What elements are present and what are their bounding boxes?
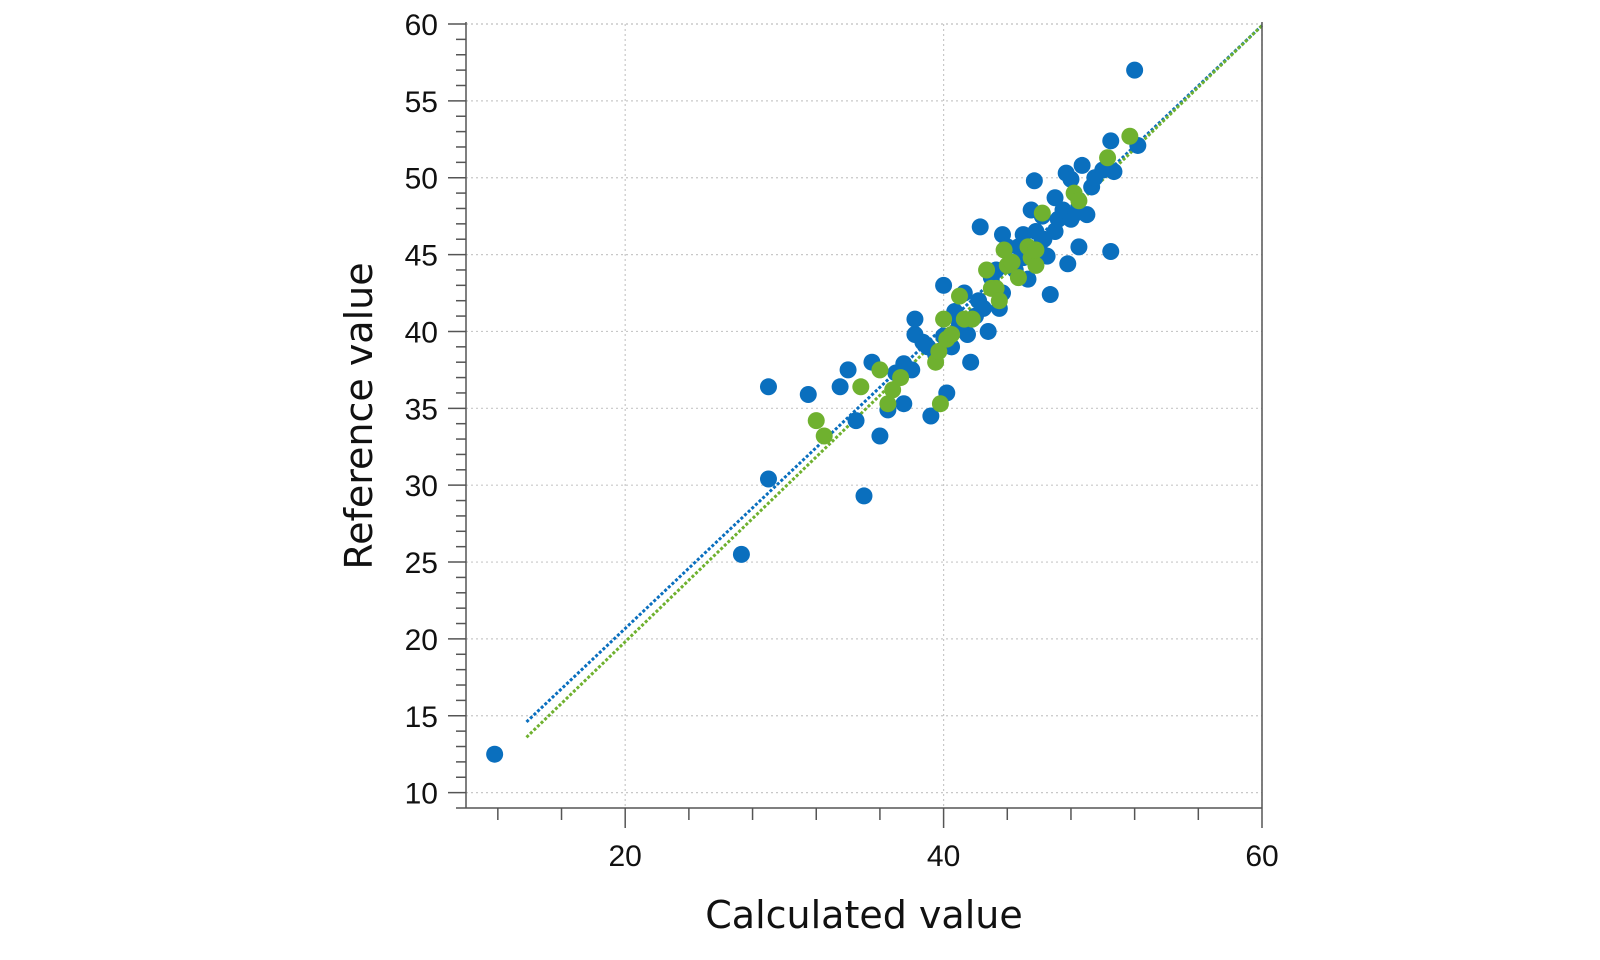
- data-point-series-2: [935, 310, 953, 328]
- data-point-series-2: [931, 395, 949, 413]
- data-point-series-1: [1025, 172, 1043, 190]
- data-point-series-1: [1046, 189, 1064, 207]
- data-point-series-1: [1062, 170, 1080, 188]
- data-point-series-2: [943, 326, 961, 344]
- y-tick-label: 30: [405, 470, 438, 503]
- data-point-series-2: [995, 241, 1013, 259]
- y-tick-label: 45: [405, 240, 438, 273]
- data-point-series-2: [963, 310, 981, 328]
- data-point-series-1: [831, 378, 849, 396]
- data-point-series-2: [1027, 241, 1045, 259]
- data-point-series-1: [759, 470, 777, 488]
- data-point-series-2: [815, 427, 833, 445]
- data-point-series-2: [807, 412, 825, 430]
- data-point-series-1: [1073, 156, 1091, 174]
- data-point-series-1: [1078, 206, 1096, 224]
- data-point-series-1: [799, 385, 817, 403]
- y-tick-label: 15: [405, 701, 438, 734]
- data-point-series-1: [935, 276, 953, 294]
- data-point-series-1: [759, 378, 777, 396]
- data-point-series-2: [951, 287, 969, 305]
- data-point-series-1: [732, 545, 750, 563]
- data-point-series-2: [852, 378, 870, 396]
- data-points: [486, 61, 1147, 763]
- data-point-series-1: [847, 412, 865, 430]
- axes: 10 15 20 25 30 35 40 45 50 55 60 20 40 60: [405, 9, 1279, 873]
- data-point-series-1: [1041, 286, 1059, 304]
- data-point-series-2: [1121, 127, 1139, 145]
- data-point-series-1: [486, 745, 504, 763]
- data-point-series-2: [1027, 256, 1045, 274]
- data-point-series-1: [974, 299, 992, 317]
- data-point-series-2: [871, 361, 889, 379]
- data-point-series-2: [1099, 149, 1117, 167]
- data-point-series-2: [1009, 269, 1027, 287]
- data-point-series-1: [839, 361, 857, 379]
- data-point-series-2: [879, 395, 897, 413]
- y-tick-label: 60: [405, 9, 438, 42]
- y-tick-label: 10: [405, 778, 438, 811]
- y-tick-label: 20: [405, 624, 438, 657]
- y-tick-label: 40: [405, 316, 438, 349]
- data-point-series-2: [1070, 192, 1088, 210]
- data-point-series-1: [971, 218, 989, 236]
- y-tick-label: 55: [405, 86, 438, 119]
- data-point-series-1: [906, 310, 924, 328]
- y-axis-title: Reference value: [337, 262, 381, 569]
- data-point-series-1: [895, 395, 913, 413]
- x-tick-label: 40: [927, 840, 960, 873]
- x-axis-title: Calculated value: [705, 893, 1022, 937]
- data-point-series-2: [892, 369, 910, 387]
- y-tick-label: 50: [405, 163, 438, 196]
- x-tick-label: 60: [1245, 840, 1278, 873]
- data-point-series-1: [1102, 243, 1120, 261]
- data-point-series-1: [855, 487, 873, 505]
- data-point-series-2: [1003, 253, 1021, 271]
- data-point-series-1: [1102, 132, 1120, 150]
- data-point-series-1: [958, 326, 976, 344]
- data-point-series-2: [884, 381, 902, 399]
- x-tick-label: 20: [609, 840, 642, 873]
- data-point-series-2: [978, 261, 996, 279]
- y-tick-label: 35: [405, 393, 438, 426]
- data-point-series-1: [922, 407, 940, 425]
- data-point-series-2: [1033, 204, 1051, 222]
- data-point-series-1: [1070, 238, 1088, 256]
- y-tick-label: 25: [405, 547, 438, 580]
- data-point-series-1: [962, 353, 980, 371]
- data-point-series-1: [979, 322, 997, 340]
- data-point-series-1: [871, 427, 889, 445]
- data-point-series-1: [1105, 163, 1123, 181]
- data-point-series-2: [930, 342, 948, 360]
- data-point-series-1: [1059, 255, 1077, 273]
- data-point-series-1: [1126, 61, 1144, 79]
- data-point-series-2: [990, 292, 1008, 310]
